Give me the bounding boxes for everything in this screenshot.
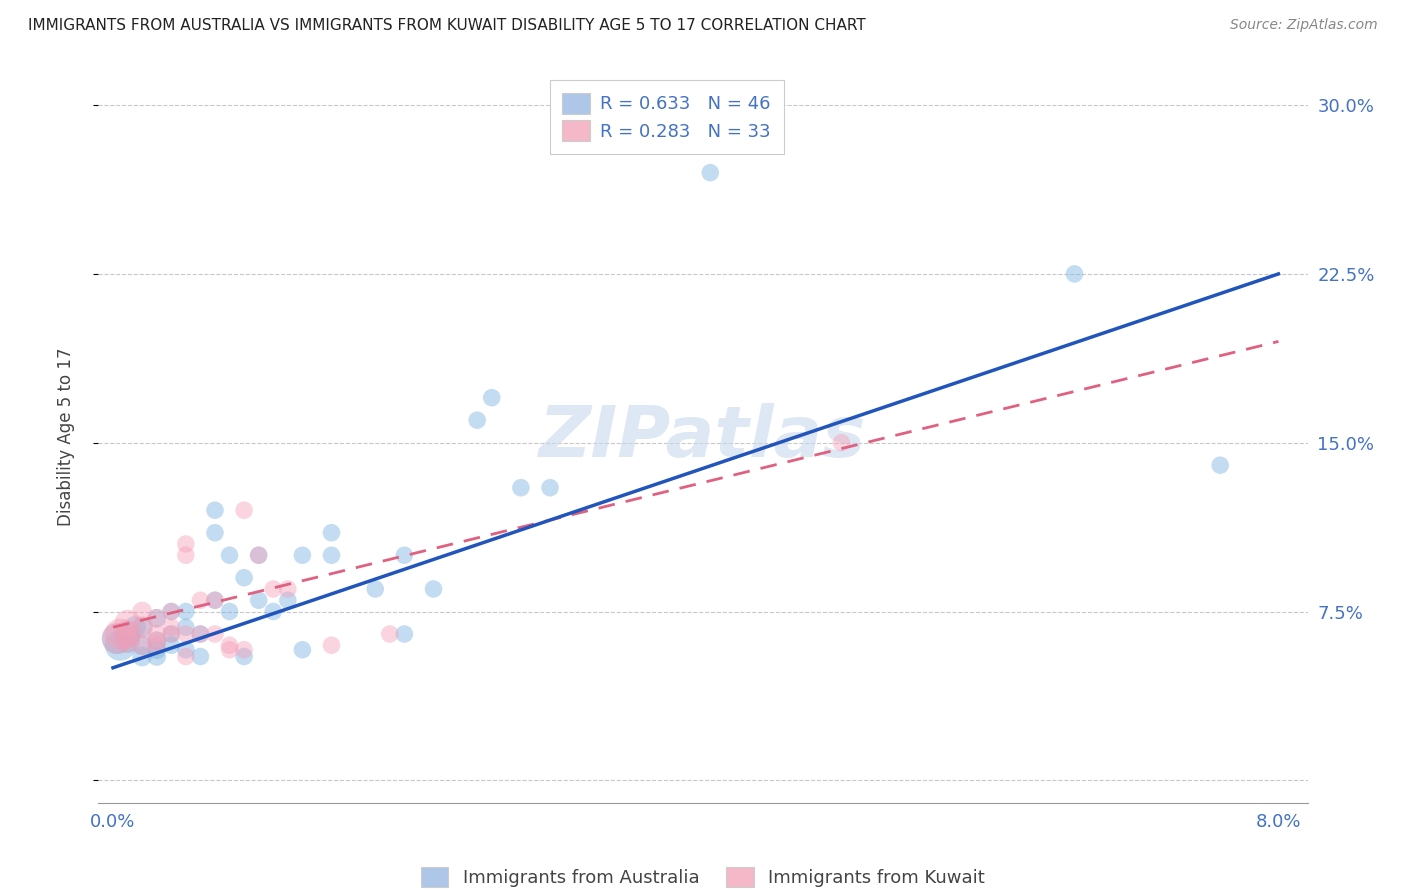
- Y-axis label: Disability Age 5 to 17: Disability Age 5 to 17: [56, 348, 75, 526]
- Point: [145, 649, 167, 664]
- Point: [204, 525, 226, 540]
- Point: [321, 638, 343, 652]
- Legend: Immigrants from Australia, Immigrants from Kuwait: Immigrants from Australia, Immigrants fr…: [411, 855, 995, 892]
- Point: [321, 548, 343, 562]
- Point: [394, 627, 416, 641]
- Point: [1209, 458, 1232, 473]
- Point: [233, 503, 256, 517]
- Point: [291, 642, 314, 657]
- Point: [190, 627, 212, 641]
- Point: [145, 633, 167, 648]
- Point: [218, 548, 240, 562]
- Point: [394, 548, 416, 562]
- Point: [465, 413, 488, 427]
- Point: [145, 633, 167, 648]
- Point: [145, 611, 167, 625]
- Point: [174, 620, 197, 634]
- Point: [538, 481, 561, 495]
- Point: [110, 627, 132, 641]
- Point: [262, 605, 284, 619]
- Text: ZIPatlas: ZIPatlas: [540, 402, 866, 472]
- Point: [160, 605, 183, 619]
- Point: [364, 582, 387, 596]
- Point: [174, 649, 197, 664]
- Point: [1063, 267, 1085, 281]
- Point: [160, 627, 183, 641]
- Point: [131, 638, 153, 652]
- Point: [422, 582, 444, 596]
- Point: [291, 548, 314, 562]
- Point: [378, 627, 401, 641]
- Point: [204, 627, 226, 641]
- Point: [174, 605, 197, 619]
- Point: [131, 638, 153, 652]
- Point: [145, 642, 167, 657]
- Point: [105, 632, 128, 646]
- Point: [110, 638, 132, 652]
- Point: [218, 605, 240, 619]
- Point: [233, 649, 256, 664]
- Point: [204, 593, 226, 607]
- Point: [145, 627, 167, 641]
- Point: [174, 642, 197, 657]
- Point: [145, 611, 167, 625]
- Point: [105, 632, 128, 646]
- Point: [131, 620, 153, 634]
- Point: [247, 548, 270, 562]
- Point: [277, 582, 299, 596]
- Text: IMMIGRANTS FROM AUSTRALIA VS IMMIGRANTS FROM KUWAIT DISABILITY AGE 5 TO 17 CORRE: IMMIGRANTS FROM AUSTRALIA VS IMMIGRANTS …: [28, 18, 866, 33]
- Point: [117, 633, 139, 648]
- Point: [233, 642, 256, 657]
- Point: [117, 633, 139, 648]
- Point: [160, 620, 183, 634]
- Point: [233, 571, 256, 585]
- Point: [247, 593, 270, 607]
- Point: [699, 166, 721, 180]
- Point: [830, 435, 852, 450]
- Point: [117, 615, 139, 630]
- Point: [204, 593, 226, 607]
- Point: [160, 627, 183, 641]
- Point: [160, 638, 183, 652]
- Point: [262, 582, 284, 596]
- Point: [160, 605, 183, 619]
- Point: [131, 620, 153, 634]
- Point: [145, 638, 167, 652]
- Point: [247, 548, 270, 562]
- Point: [117, 627, 139, 641]
- Point: [204, 503, 226, 517]
- Point: [174, 627, 197, 641]
- Point: [174, 537, 197, 551]
- Point: [174, 548, 197, 562]
- Point: [481, 391, 503, 405]
- Point: [124, 620, 146, 634]
- Point: [277, 593, 299, 607]
- Point: [321, 525, 343, 540]
- Point: [190, 627, 212, 641]
- Point: [509, 481, 531, 495]
- Point: [218, 638, 240, 652]
- Text: Source: ZipAtlas.com: Source: ZipAtlas.com: [1230, 18, 1378, 32]
- Point: [131, 605, 153, 619]
- Point: [117, 627, 139, 641]
- Point: [190, 593, 212, 607]
- Point: [218, 642, 240, 657]
- Point: [131, 649, 153, 664]
- Point: [190, 649, 212, 664]
